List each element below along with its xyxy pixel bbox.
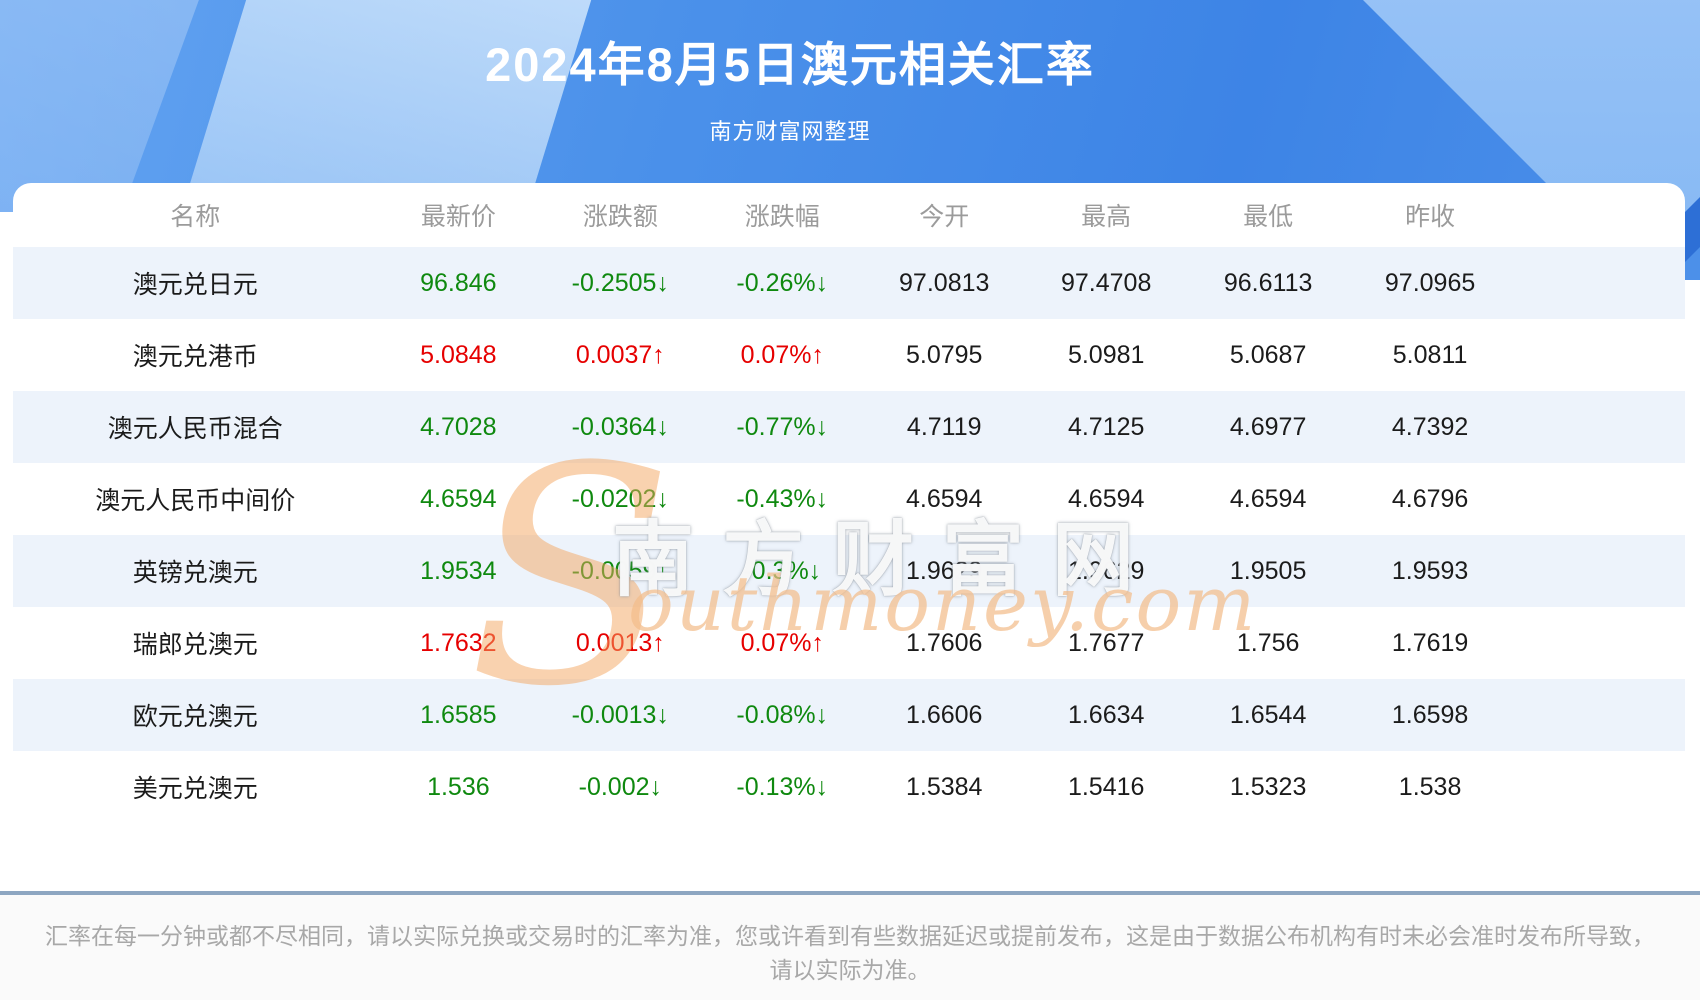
- table-row: 澳元兑日元 96.846 -0.2505↓ -0.26%↓ 97.0813 97.4708…: [13, 247, 1685, 319]
- open-cell: 1.5384: [905, 772, 983, 801]
- column-header-name: 名称: [170, 203, 221, 231]
- pct-cell: -0.43%↓: [736, 484, 829, 513]
- column-header-change: 涨跌额: [582, 203, 658, 231]
- page-subtitle: 南方财富网整理: [709, 119, 871, 144]
- open-cell: 4.7119: [906, 412, 982, 441]
- high-cell: 1.9629: [1067, 556, 1145, 585]
- high-cell: 1.6634: [1067, 700, 1145, 729]
- open-cell: 1.6606: [905, 700, 983, 729]
- pct-cell: -0.77%↓: [736, 412, 829, 441]
- change-cell: -0.0202↓: [571, 484, 669, 513]
- spacer-cell: [1511, 391, 1685, 463]
- low-cell: 96.6113: [1223, 268, 1313, 297]
- high-cell: 4.7125: [1067, 412, 1145, 441]
- column-header-last: 最新价: [420, 203, 496, 231]
- prev-cell: 1.9593: [1391, 556, 1469, 585]
- low-cell: 1.756: [1236, 628, 1300, 657]
- last-cell: 1.9534: [420, 556, 497, 585]
- prev-cell: 4.6796: [1391, 484, 1469, 513]
- name-cell: 欧元兑澳元: [132, 703, 258, 731]
- spacer-cell: [1511, 319, 1685, 391]
- low-cell: 1.9505: [1229, 556, 1307, 585]
- pct-cell: -0.13%↓: [736, 772, 829, 801]
- change-cell: 0.0013↑: [575, 628, 665, 657]
- change-cell: -0.002↓: [578, 772, 663, 801]
- column-header-open: 今开: [919, 203, 970, 231]
- last-cell: 1.7632: [420, 628, 497, 657]
- high-cell: 97.4708: [1060, 268, 1152, 297]
- disclaimer-line-1: 汇率在每一分钟或都不尽相同，请以实际兑换或交易时的汇率为准，您或许看到有些数据延…: [45, 923, 1655, 949]
- open-cell: 1.9629: [905, 556, 983, 585]
- change-cell: -0.0013↓: [571, 700, 669, 729]
- open-cell: 5.0795: [905, 340, 983, 369]
- name-cell: 美元兑澳元: [132, 775, 258, 803]
- last-cell: 5.0848: [420, 340, 497, 369]
- page-title: 2024年8月5日澳元相关汇率: [485, 38, 1095, 91]
- pct-cell: -0.26%↓: [736, 268, 829, 297]
- low-cell: 5.0687: [1229, 340, 1307, 369]
- last-cell: 1.6585: [420, 700, 497, 729]
- open-cell: 4.6594: [905, 484, 983, 513]
- spacer-cell: [1511, 679, 1685, 751]
- column-header-pct: 涨跌幅: [744, 203, 820, 231]
- prev-cell: 4.7392: [1391, 412, 1469, 441]
- pct-cell: -0.3%↓: [743, 556, 822, 585]
- open-cell: 1.7606: [905, 628, 983, 657]
- prev-cell: 97.0965: [1384, 268, 1476, 297]
- table-row: 澳元人民币中间价 4.6594 -0.0202↓ -0.43%↓ 4.6594 4.659…: [13, 463, 1685, 535]
- low-cell: 1.6544: [1229, 700, 1307, 729]
- low-cell: 4.6977: [1229, 412, 1307, 441]
- last-cell: 4.6594: [420, 484, 497, 513]
- spacer-cell: [1511, 535, 1685, 607]
- high-cell: 4.6594: [1067, 484, 1145, 513]
- last-cell: 1.536: [427, 772, 490, 801]
- last-cell: 96.846: [420, 268, 497, 297]
- column-header-prev: 昨收: [1405, 203, 1456, 231]
- spacer-cell: [1511, 247, 1685, 319]
- change-cell: 0.0037↑: [575, 340, 665, 369]
- table-row: 英镑兑澳元 1.9534 -0.0059↓ -0.3%↓ 1.9629 1.9629 1.9…: [13, 535, 1685, 607]
- column-header-spacer: [1511, 183, 1685, 247]
- pct-cell: -0.08%↓: [736, 700, 829, 729]
- prev-cell: 1.7619: [1391, 628, 1469, 657]
- name-cell: 澳元兑港币: [132, 343, 258, 371]
- disclaimer: 汇率在每一分钟或都不尽相同，请以实际兑换或交易时的汇率为准，您或许看到有些数据延…: [0, 895, 1700, 1000]
- table-row: 澳元人民币混合 4.7028 -0.0364↓ -0.77%↓ 4.7119 4.7125…: [13, 391, 1685, 463]
- table-row: 欧元兑澳元 1.6585 -0.0013↓ -0.08%↓ 1.6606 1.6634 1.…: [13, 679, 1685, 751]
- column-header-high: 最高: [1081, 203, 1132, 231]
- low-cell: 1.5323: [1229, 772, 1307, 801]
- pct-cell: 0.07%↑: [740, 628, 824, 657]
- change-cell: -0.0364↓: [571, 412, 669, 441]
- high-cell: 1.5416: [1067, 772, 1145, 801]
- open-cell: 97.0813: [899, 268, 990, 297]
- last-cell: 4.7028: [420, 412, 497, 441]
- table-row: 瑞郎兑澳元 1.7632 0.0013↑ 0.07%↑ 1.7606 1.7677 1.75…: [13, 607, 1685, 679]
- table-header-row: 名称 最新价 涨跌额 涨跌幅 今开 最高 最低 昨收: [13, 183, 1685, 247]
- name-cell: 英镑兑澳元: [132, 559, 258, 587]
- low-cell: 4.6594: [1229, 484, 1307, 513]
- rates-table: 名称 最新价 涨跌额 涨跌幅 今开 最高 最低 昨收 澳元兑日元 96.846 -0…: [13, 183, 1685, 823]
- name-cell: 澳元兑日元: [132, 271, 258, 299]
- table-row: 美元兑澳元 1.536 -0.002↓ -0.13%↓ 1.5384 1.5416 1.53…: [13, 751, 1685, 823]
- spacer-cell: [1511, 751, 1685, 823]
- name-cell: 澳元人民币混合: [107, 415, 283, 443]
- name-cell: 瑞郎兑澳元: [132, 631, 258, 659]
- table-row: 澳元兑港币 5.0848 0.0037↑ 0.07%↑ 5.0795 5.0981 5.06…: [13, 319, 1685, 391]
- high-cell: 1.7677: [1067, 628, 1145, 657]
- high-cell: 5.0981: [1067, 340, 1145, 369]
- rates-table-card: 名称 最新价 涨跌额 涨跌幅 今开 最高 最低 昨收 澳元兑日元 96.846 -0…: [13, 183, 1685, 823]
- spacer-cell: [1511, 463, 1685, 535]
- column-header-low: 最低: [1243, 203, 1294, 231]
- disclaimer-line-2: 请以实际为准。: [769, 957, 931, 983]
- footer-divider: [0, 891, 1700, 895]
- prev-cell: 1.6598: [1391, 700, 1469, 729]
- prev-cell: 5.0811: [1392, 340, 1468, 369]
- name-cell: 澳元人民币中间价: [95, 487, 296, 515]
- prev-cell: 1.538: [1398, 772, 1462, 801]
- change-cell: -0.2505↓: [571, 268, 669, 297]
- change-cell: -0.0059↓: [571, 556, 669, 585]
- spacer-cell: [1511, 607, 1685, 679]
- pct-cell: 0.07%↑: [740, 340, 824, 369]
